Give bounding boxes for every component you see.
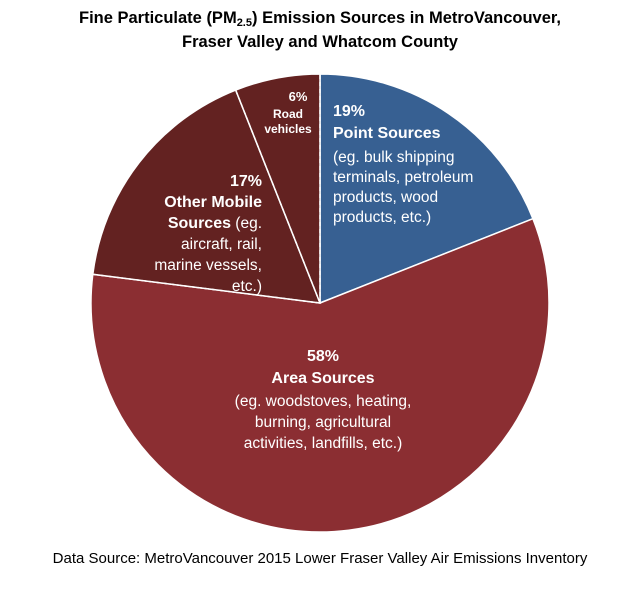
label-road-vehicles-pct: 6% [289, 89, 308, 104]
label-area-sources-name: Area Sources [271, 370, 374, 387]
label-other-mobile-line-2: aircraft, rail, [181, 236, 262, 253]
label-point-sources-desc-2: products, wood [333, 189, 438, 206]
label-area-sources-desc-1: burning, agricultural [255, 414, 391, 431]
pie-slice-other-mobile [91, 89, 322, 304]
label-other-mobile-line-4: etc.) [232, 278, 262, 295]
label-point-sources-name: Point Sources [333, 125, 441, 142]
chart-title: Fine Particulate (PM2.5) Emission Source… [0, 6, 640, 54]
label-area-sources-desc-2: activities, landfills, etc.) [244, 435, 403, 452]
label-road-vehicles-name-0: Road [273, 107, 303, 121]
label-other-mobile-line-0: Other Mobile [164, 194, 262, 211]
label-road-vehicles-name-1: vehicles [264, 122, 312, 136]
data-source-note: Data Source: MetroVancouver 2015 Lower F… [52, 550, 588, 567]
label-point-sources-desc-0: (eg. bulk shipping [333, 149, 455, 166]
pie-slice-road-vehicles [234, 73, 321, 304]
label-other-mobile-line-1: Sources (eg. [168, 215, 262, 232]
slice-separator-2 [235, 89, 321, 304]
label-area-sources-pct: 58% [307, 348, 339, 365]
label-point-sources-pct: 19% [333, 103, 365, 120]
label-area-sources-desc-0: (eg. woodstoves, heating, [235, 393, 412, 410]
pie-slice-point-sources [319, 73, 534, 305]
pie-slice-area-sources [90, 217, 550, 533]
label-point-sources-desc-3: products, etc.) [333, 209, 431, 226]
chart-title-line2: Fraser Valley and Whatcom County [182, 33, 458, 51]
slice-separator-1 [92, 273, 321, 304]
label-other-mobile-pct: 17% [230, 173, 262, 190]
label-point-sources-desc-1: terminals, petroleum [333, 169, 473, 186]
chart-title-line1: Fine Particulate (PM2.5) Emission Source… [78, 9, 561, 29]
label-other-mobile-line-3: marine vessels, [154, 257, 262, 274]
